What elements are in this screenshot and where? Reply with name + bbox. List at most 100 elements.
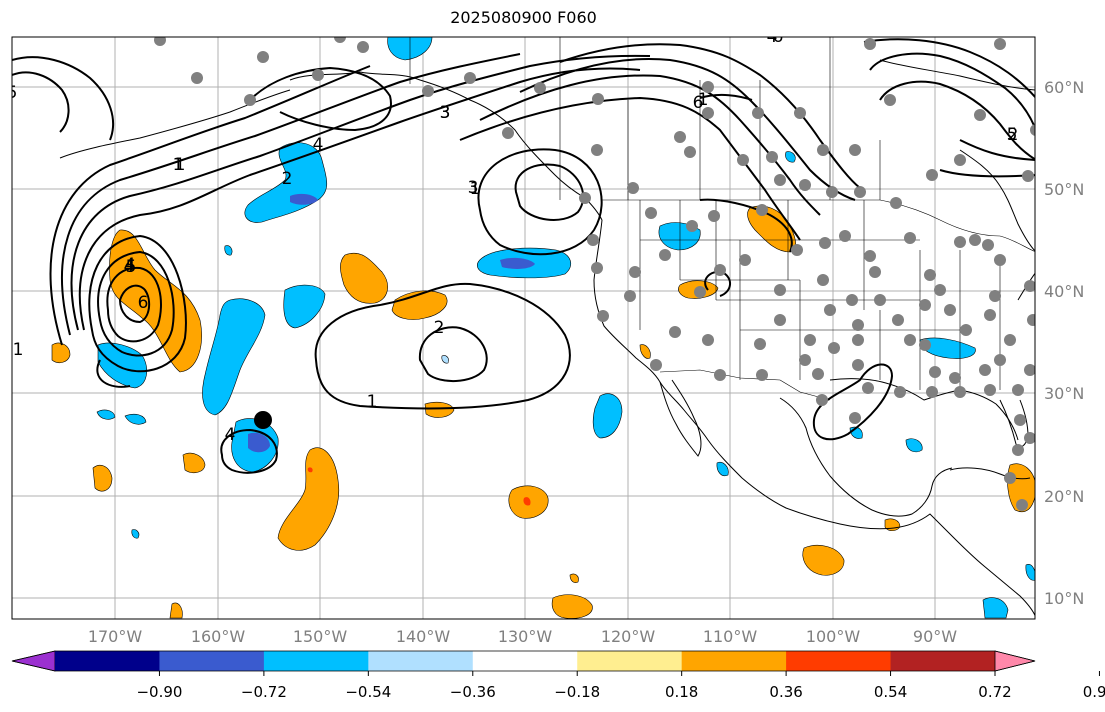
station-dot [812,368,824,380]
station-dot [846,294,858,306]
contour-value-label: 2 [434,318,445,338]
colorbar-arrow-high [994,650,1036,672]
longitude-tick-label: 150°W [293,627,348,646]
station-dot [960,324,972,336]
positive-anomaly [92,465,113,492]
contour [699,93,753,101]
station-dot [874,294,886,306]
colorbar-segment [263,651,369,671]
station-dot [1030,124,1035,136]
colorbar-segment [786,651,892,671]
station-dot [979,364,991,376]
negative-anomaly [283,284,326,329]
station-dot [1024,364,1035,376]
station-dot [334,37,346,43]
station-dot [597,310,609,322]
station-dot [894,386,906,398]
latitude-tick-label: 60°N [1044,78,1084,97]
station-dot [244,94,256,106]
negative-anomaly [785,151,796,163]
strong-positive-anomaly [523,497,531,506]
longitude-tick-label: 120°W [601,627,656,646]
contour-value-label: 1 [698,90,709,110]
station-dot [702,334,714,346]
station-dot [954,236,966,248]
station-dot [929,366,941,378]
station-dot [919,339,931,351]
contour-value-label: 4 [313,135,324,155]
province-lines [559,37,881,200]
positive-anomaly [424,401,455,418]
colorbar-tick-label: −0.90 [136,683,182,701]
contour-value-label: 1 [367,392,378,412]
station-dot [669,326,681,338]
latitude-axis: 60°N 50°N 40°N 30°N 20°N 10°N [1044,78,1084,608]
contour-value-label: 1 [173,155,184,175]
negative-anomaly [1025,564,1035,581]
station-dot [791,244,803,256]
contour [106,266,162,343]
contour-value-label: 5 [1007,125,1018,145]
latitude-tick-label: 50°N [1044,180,1084,199]
contour-value-label: 5 [126,257,137,277]
contour [314,282,571,410]
colorbar-segment [890,651,996,671]
station-dot [739,254,751,266]
station-dot [794,107,806,119]
station-dot [645,207,657,219]
longitude-tick-label: 110°W [703,627,758,646]
station-dot [849,144,861,156]
station-dot [1024,432,1035,444]
station-dot [799,354,811,366]
station-dot [1012,384,1024,396]
strong-negative-anomaly [290,193,318,205]
station-dot [944,304,956,316]
station-dot [756,369,768,381]
colorbar-segment [681,651,787,671]
longitude-tick-label: 100°W [806,627,861,646]
station-dot [1016,499,1028,511]
colorbar-segment [368,651,474,671]
colorbar-arrow-low [11,650,56,672]
station-dot [954,386,966,398]
station-dot [702,107,714,119]
station-dot [817,274,829,286]
station-dot [756,204,768,216]
colorbar: −0.90 −0.72 −0.54 −0.36 −0.18 0.18 0.36 0.54 0.7… [11,650,1105,701]
negative-anomaly [224,245,233,256]
negative-anomaly [202,298,266,416]
contour [863,38,1035,99]
contour-value-label: 4 [225,425,236,445]
contour [479,74,821,216]
station-dot [191,72,203,84]
station-dot [737,154,749,166]
station-dot [1022,170,1034,182]
negative-anomaly [124,413,147,425]
station-dot [890,197,902,209]
contour-value-label: 6 [693,93,704,113]
longitude-tick-label: 90°W [913,627,957,646]
positive-anomaly [51,342,71,364]
positive-anomaly [551,594,593,619]
contour-value-label: 4 [125,255,136,275]
contour [477,148,603,256]
positive-anomaly [639,344,651,359]
station-dot [708,210,720,222]
contour-value-label: 3 [440,103,451,123]
station-dot [154,37,166,46]
station-dot [422,85,434,97]
contour-value-label: 6 [138,293,149,313]
station-dot [1014,414,1026,426]
longitude-tick-label: 170°W [88,627,143,646]
strong-negative-anomaly [500,257,535,269]
latitude-tick-label: 30°N [1044,384,1084,403]
station-dot [854,186,866,198]
station-dot [839,230,851,242]
station-dot [934,284,946,296]
coastline-westcoast [593,219,1035,617]
station-dot [592,93,604,105]
contour [70,54,651,331]
station-dot [1027,314,1035,326]
station-dot [684,146,696,158]
station-dot [949,372,961,384]
